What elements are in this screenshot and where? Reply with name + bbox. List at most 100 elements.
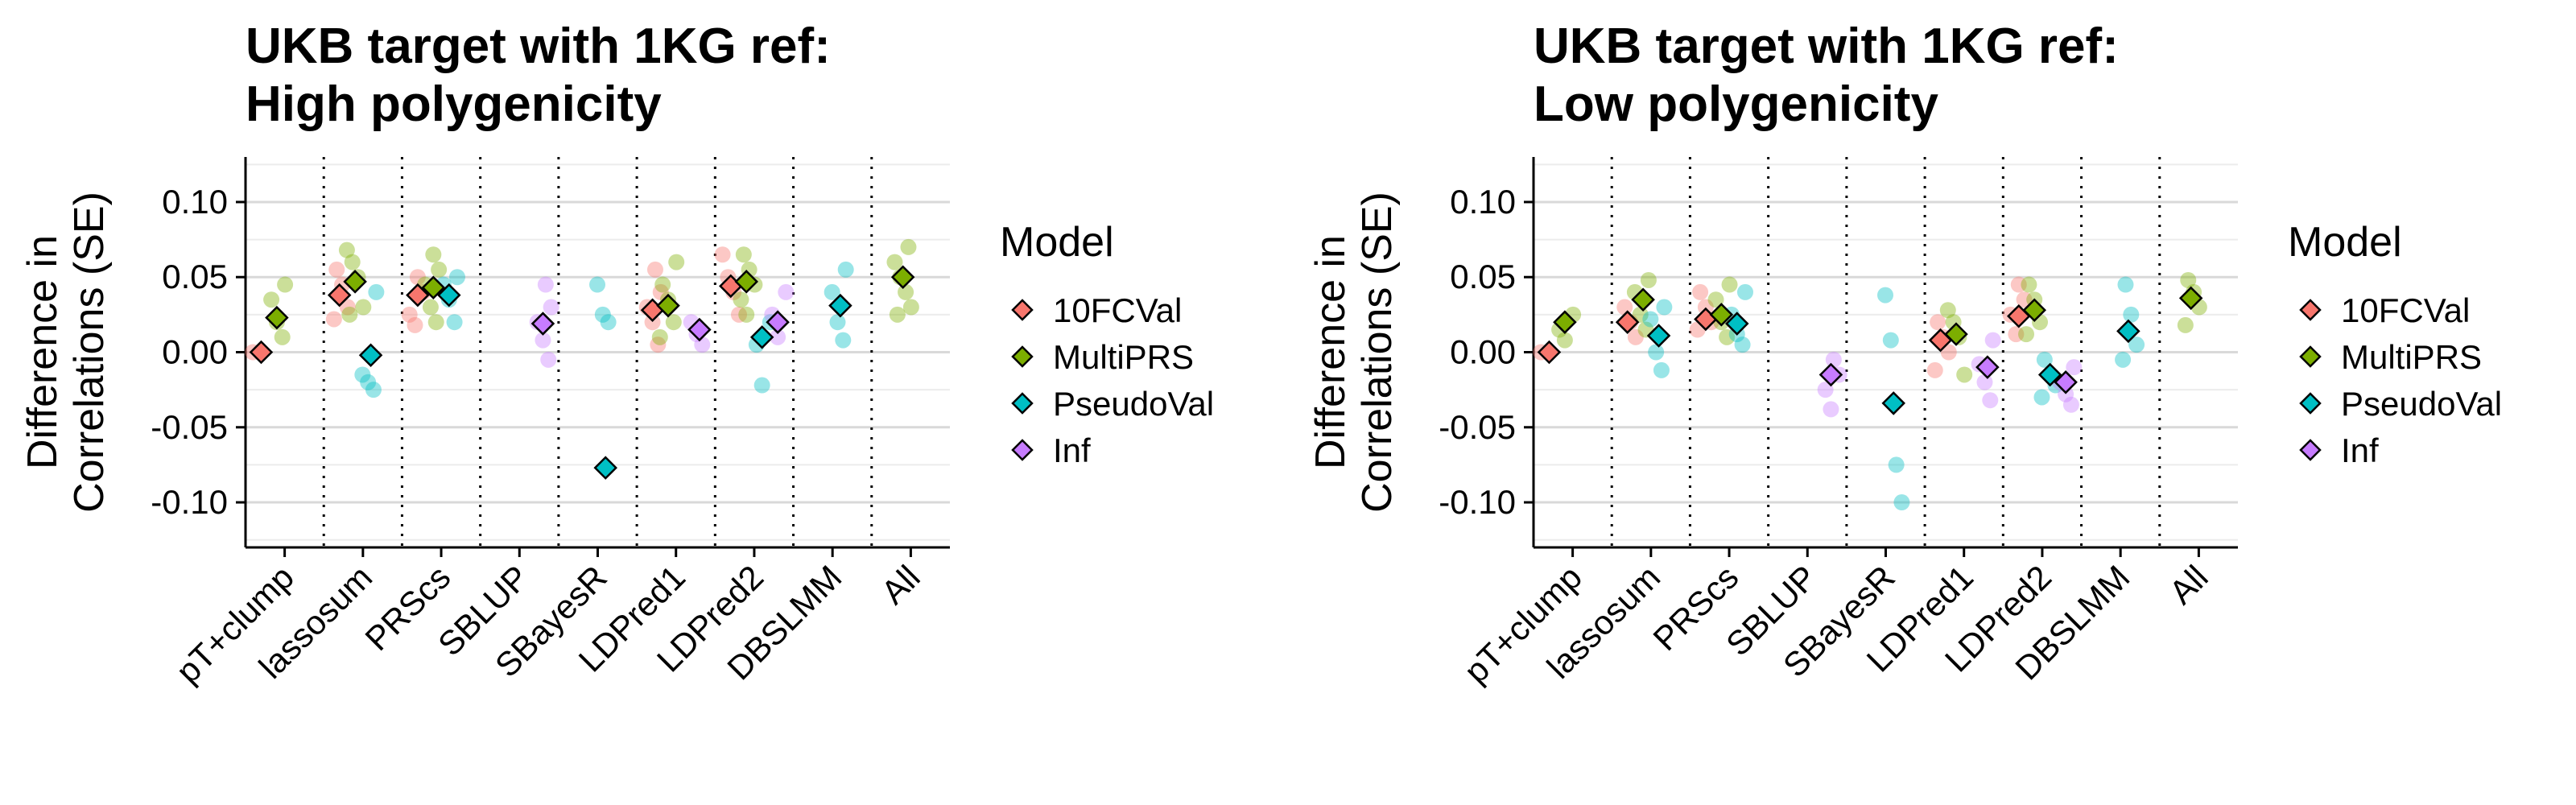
summary-point-multiprs xyxy=(2178,286,2203,311)
raw-point-inf xyxy=(1825,351,1842,368)
summary-point-inf xyxy=(687,317,712,342)
raw-point-10fcval xyxy=(646,261,663,278)
raw-point-multiprs xyxy=(902,299,919,316)
raw-point-inf xyxy=(535,332,551,349)
raw-point-inf xyxy=(543,299,559,316)
raw-point-10fcval xyxy=(1930,314,1946,331)
raw-point-multiprs xyxy=(1640,271,1657,288)
raw-point-10fcval xyxy=(730,306,747,323)
summary-point-multiprs xyxy=(1631,287,1655,312)
raw-point-inf xyxy=(770,328,786,345)
raw-point-pseudoval xyxy=(354,366,371,383)
raw-point-pseudoval xyxy=(365,382,382,398)
raw-point-10fcval xyxy=(1627,328,1644,345)
summary-point-pseudoval xyxy=(2116,319,2140,344)
raw-point-10fcval xyxy=(2016,291,2033,308)
summary-point-inf xyxy=(1818,362,1843,387)
raw-point-multiprs xyxy=(2021,276,2037,293)
x-tick-label: All xyxy=(2162,558,2215,611)
raw-point-multiprs xyxy=(889,306,906,323)
summary-point-pseudoval xyxy=(1725,312,1749,336)
raw-point-pseudoval xyxy=(360,374,377,390)
summary-point-pseudoval xyxy=(828,293,852,318)
raw-point-pseudoval xyxy=(594,306,611,323)
raw-point-multiprs xyxy=(651,328,668,345)
raw-point-10fcval xyxy=(325,311,342,328)
y-tick-label: -0.10 xyxy=(1439,483,1516,521)
chart-title-line: Low polygenicity xyxy=(1534,76,1938,132)
raw-point-multiprs xyxy=(1632,306,1649,323)
y-tick-label: -0.10 xyxy=(151,483,228,521)
raw-point-10fcval xyxy=(1926,361,1943,378)
summary-point-pseudoval xyxy=(1646,324,1671,348)
raw-point-10fcval xyxy=(1697,299,1714,316)
raw-point-pseudoval xyxy=(2036,351,2053,368)
raw-point-multiprs xyxy=(1721,276,1738,293)
raw-point-10fcval xyxy=(409,269,426,286)
chart-title-line: UKB target with 1KG ref: xyxy=(1534,19,2119,74)
legend-label-multiprs: MultiPRS xyxy=(1053,338,1194,376)
raw-point-10fcval xyxy=(652,283,669,300)
y-tick-label: 0.00 xyxy=(162,333,228,371)
legend-label-10fcval: 10FCVal xyxy=(2341,291,2470,329)
raw-point-multiprs xyxy=(1707,291,1724,308)
y-axis-label-line: Correlations (SE) xyxy=(1354,192,1401,513)
raw-point-multiprs xyxy=(355,299,372,316)
y-tick-label: 0.00 xyxy=(1450,333,1516,371)
raw-point-inf xyxy=(1982,392,1999,409)
raw-point-inf xyxy=(2062,396,2079,413)
x-tick-label: All xyxy=(874,558,927,611)
raw-point-pseudoval xyxy=(1877,287,1894,303)
raw-point-multiprs xyxy=(733,291,749,308)
y-tick-label: -0.05 xyxy=(1439,408,1516,446)
raw-point-multiprs xyxy=(898,283,914,300)
raw-point-pseudoval xyxy=(1653,361,1670,378)
raw-point-pseudoval xyxy=(1642,311,1659,328)
raw-point-pseudoval xyxy=(448,269,465,286)
raw-point-pseudoval xyxy=(589,276,606,293)
raw-point-pseudoval xyxy=(446,314,463,331)
raw-point-multiprs xyxy=(654,276,671,293)
raw-point-multiprs xyxy=(338,242,355,258)
summary-points xyxy=(249,265,915,480)
legend-key-multiprs xyxy=(2299,345,2322,368)
raw-point-pseudoval xyxy=(600,314,617,331)
raw-point-10fcval xyxy=(644,314,661,331)
y-axis-label-line: Difference in xyxy=(19,235,66,469)
summary-point-10fcval xyxy=(327,283,352,308)
raw-point-10fcval xyxy=(339,299,356,316)
raw-point-inf xyxy=(694,336,711,353)
raw-point-multiprs xyxy=(425,246,442,263)
raw-point-multiprs xyxy=(735,246,752,263)
summary-point-multiprs xyxy=(656,293,680,318)
raw-point-multiprs xyxy=(1956,366,1973,383)
legend-label-multiprs: MultiPRS xyxy=(2341,338,2482,376)
legend-key-multiprs xyxy=(1011,345,1034,368)
raw-point-multiprs xyxy=(427,314,444,331)
summary-point-multiprs xyxy=(421,275,446,300)
y-tick-label: 0.05 xyxy=(1450,258,1516,295)
raw-point-multiprs xyxy=(431,261,448,278)
chart-panel-high-polygenicity: UKB target with 1KG ref:High polygenicit… xyxy=(19,19,1214,691)
summary-point-pseudoval xyxy=(593,456,617,480)
legend-title: Model xyxy=(1000,219,1114,266)
raw-point-multiprs xyxy=(341,306,358,323)
raw-point-multiprs xyxy=(2180,271,2197,288)
raw-point-pseudoval xyxy=(1734,336,1751,353)
summary-point-multiprs xyxy=(734,270,758,294)
legend-key-inf xyxy=(2299,439,2322,461)
summary-point-pseudoval xyxy=(1881,391,1905,415)
summary-point-inf xyxy=(766,310,790,334)
raw-point-multiprs xyxy=(738,306,755,323)
y-tick-label: 0.05 xyxy=(162,258,228,295)
raw-point-10fcval xyxy=(407,316,423,333)
summary-point-inf xyxy=(1975,355,2000,379)
summary-point-inf xyxy=(530,312,555,336)
raw-point-10fcval xyxy=(650,336,667,353)
raw-point-multiprs xyxy=(1719,328,1736,345)
raw-point-inf xyxy=(1984,332,2001,349)
y-tick-label: -0.05 xyxy=(151,408,228,446)
raw-point-10fcval xyxy=(1616,299,1633,316)
raw-point-pseudoval xyxy=(1648,344,1665,361)
